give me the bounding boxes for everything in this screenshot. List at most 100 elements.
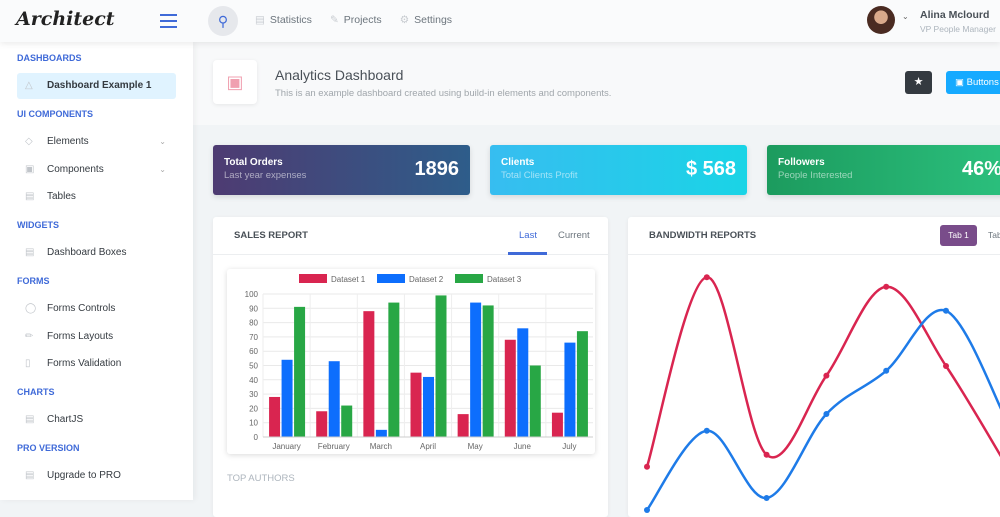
nav-settings[interactable]: ⚙ Settings	[400, 14, 452, 26]
data-point	[823, 411, 830, 417]
card-value: 1896	[414, 158, 460, 180]
sidebar-item-forms-controls[interactable]: ◯ Forms Controls	[17, 296, 176, 322]
card-title: Total Orders	[224, 157, 283, 168]
y-tick-label: 90	[249, 304, 258, 313]
item-label: Forms Controls	[47, 303, 116, 314]
card-title: Clients	[501, 157, 535, 168]
legend-label: Dataset 1	[331, 275, 366, 284]
card-subtitle: Last year expenses	[224, 170, 307, 181]
sidebar-item-forms-validation[interactable]: ▯ Forms Validation	[17, 351, 176, 377]
bar	[328, 361, 340, 437]
card-subtitle: People Interested	[778, 170, 853, 181]
x-tick-label: June	[514, 442, 532, 451]
bar	[470, 302, 482, 437]
item-label: ChartJS	[47, 414, 84, 425]
y-tick-label: 50	[249, 362, 258, 371]
sidebar-item-chartjs[interactable]: ▤ ChartJS	[17, 407, 176, 433]
bar	[457, 414, 469, 437]
card-value: 46%	[961, 158, 1000, 180]
panel-title: SALES REPORT	[234, 230, 308, 241]
diamond-icon: ◇	[25, 136, 33, 147]
battery-icon: ▯	[25, 358, 31, 369]
data-point	[943, 363, 949, 369]
page-title: Analytics Dashboard	[275, 67, 404, 83]
y-tick-label: 100	[245, 290, 259, 299]
legend-label: Dataset 2	[409, 275, 444, 284]
panel-title: BANDWIDTH REPORTS	[649, 230, 757, 241]
graph-icon: ▤	[25, 470, 35, 481]
bar	[281, 359, 293, 437]
line-series	[645, 275, 1000, 468]
search-icon[interactable]: ⚲	[208, 6, 238, 36]
edit-icon: ✎	[329, 14, 339, 26]
chevron-down-icon: ⌄	[159, 137, 166, 146]
buttons-dropdown[interactable]: ▣ Buttons	[946, 71, 1000, 94]
bar	[517, 328, 529, 437]
data-point	[763, 495, 770, 501]
nav-label: Statistics	[269, 14, 312, 26]
bar	[341, 405, 353, 437]
sidebar-item-dashboard-boxes[interactable]: ▤ Dashboard Boxes	[17, 240, 176, 266]
section-ui-components: UI COMPONENTS	[17, 109, 94, 119]
page-title-bar	[193, 42, 1000, 125]
star-button[interactable]: ★	[905, 71, 932, 94]
item-label: Dashboard Boxes	[47, 247, 127, 258]
data-point	[763, 451, 770, 458]
section-charts: CHARTS	[17, 387, 55, 397]
chevron-down-icon[interactable]: ⌄	[902, 12, 909, 21]
tab-2[interactable]: Tab 2	[988, 230, 1000, 240]
gear-icon: ⚙	[399, 14, 410, 26]
data-point	[703, 274, 710, 281]
item-label: Forms Layouts	[47, 331, 114, 342]
sidebar-item-dashboard-example-1[interactable]: △ Dashboard Example 1	[17, 73, 176, 99]
nav-projects[interactable]: ✎ Projects	[330, 14, 382, 26]
sidebar-item-tables[interactable]: ▤ Tables	[17, 184, 176, 210]
tab-1[interactable]: Tab 1	[940, 225, 977, 246]
hamburger-menu-icon[interactable]	[160, 14, 177, 32]
y-tick-label: 20	[249, 404, 258, 413]
light-icon: ◯	[25, 303, 37, 314]
logo[interactable]: Architect	[16, 8, 115, 30]
active-tab-indicator	[508, 252, 547, 255]
x-tick-label: January	[272, 442, 300, 451]
table-icon: ▤	[25, 191, 35, 202]
bar-chart-container: 0 10 20 30 40 50 60 70 80 90 100 January February Mar…	[227, 269, 595, 454]
car-icon: ▣	[25, 164, 35, 175]
nav-label: Settings	[414, 14, 453, 26]
item-label: Tables	[47, 191, 76, 202]
x-tick-label: July	[562, 442, 576, 451]
card-subtitle: Total Clients Profit	[501, 170, 578, 181]
data-point	[883, 283, 890, 290]
avatar[interactable]	[867, 6, 895, 34]
bar	[576, 331, 588, 437]
bar	[551, 412, 563, 437]
item-label: Upgrade to PRO	[47, 470, 121, 481]
sidebar-item-components[interactable]: ▣ Components ⌄	[17, 157, 176, 183]
item-label: Dashboard Example 1	[47, 80, 152, 91]
sidebar-item-upgrade-to-pro[interactable]: ▤ Upgrade to PRO	[17, 463, 176, 489]
chevron-down-icon: ⌄	[159, 165, 166, 174]
card-value: $ 568	[685, 158, 736, 180]
data-point	[644, 507, 650, 513]
bar	[410, 372, 422, 437]
bandwidth-reports-panel: BANDWIDTH REPORTS Tab 1 Tab 2	[628, 217, 1000, 517]
bar	[423, 376, 434, 437]
line-series	[645, 308, 1000, 511]
tab-current[interactable]: Current	[558, 230, 590, 241]
bar	[435, 295, 447, 437]
bar	[363, 311, 375, 437]
tab-last[interactable]: Last	[519, 230, 537, 241]
y-tick-label: 0	[254, 433, 259, 442]
y-tick-label: 30	[249, 390, 258, 399]
y-tick-label: 40	[249, 376, 258, 385]
sidebar: DASHBOARDS △ Dashboard Example 1 UI COMPO…	[0, 42, 193, 500]
card-title: Followers	[778, 157, 825, 168]
x-tick-label: March	[370, 442, 392, 451]
x-tick-label: April	[420, 442, 436, 451]
sidebar-item-elements[interactable]: ◇ Elements ⌄	[17, 129, 176, 155]
bar	[316, 411, 328, 437]
sidebar-item-forms-layouts[interactable]: ✏ Forms Layouts	[17, 324, 176, 350]
data-point	[883, 367, 890, 374]
bar	[504, 339, 516, 437]
nav-statistics[interactable]: ▤ Statistics	[255, 14, 312, 26]
